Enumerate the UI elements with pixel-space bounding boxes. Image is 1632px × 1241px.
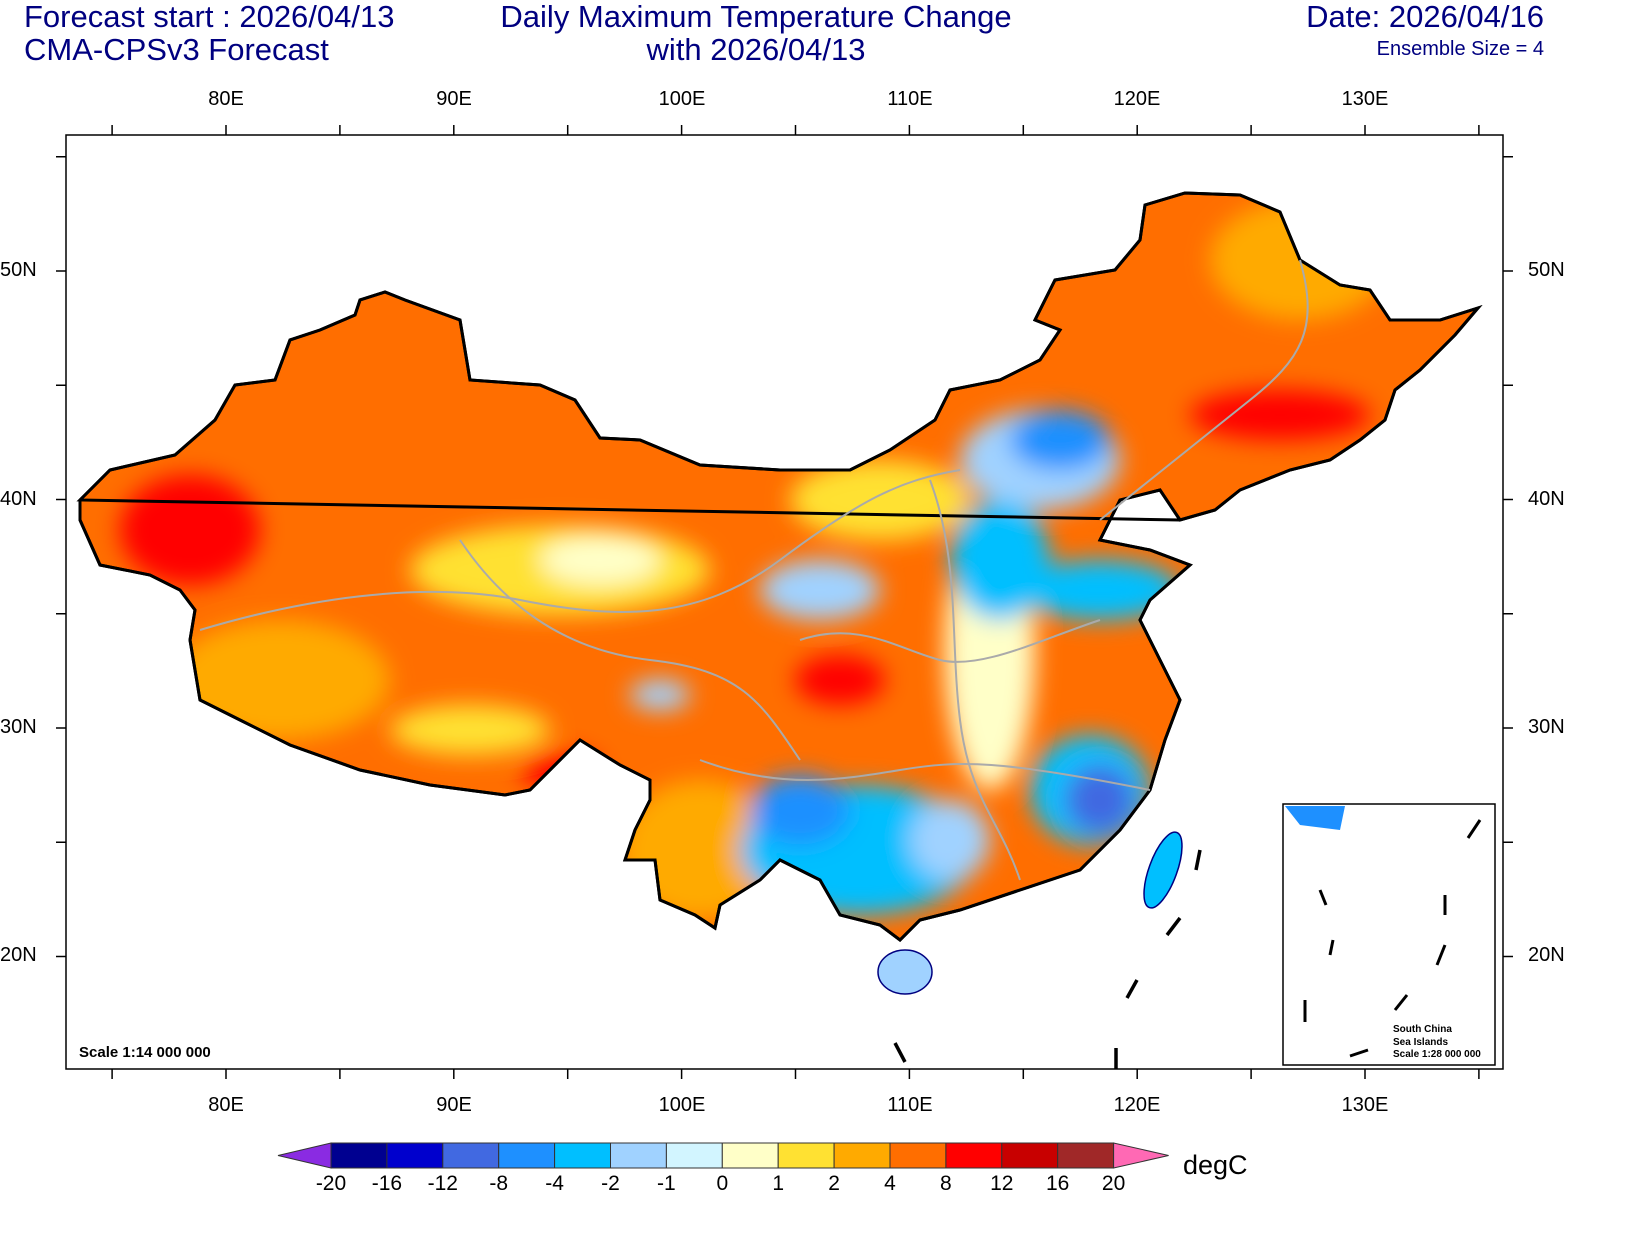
lon-label-bottom: 90E [436,1094,472,1116]
province-boundaries [199,259,1309,881]
lon-label-top: 120E [1113,88,1161,110]
colorbar-label: -8 [489,1172,509,1195]
lon-label-top: 80E [208,88,244,110]
map-scale-label: Scale 1:14 000 000 [79,1044,211,1061]
forecast-start-label: Forecast start : 2026/04/13 [24,0,395,34]
colorbar-label: 12 [990,1172,1014,1195]
model-label: CMA-CPSv3 Forecast [24,32,329,67]
nine-dash-line [893,849,1202,1069]
colorbar-swatch [442,1142,500,1169]
lon-label-bottom: 80E [208,1094,244,1116]
colorbar-over-triangle [1113,1142,1169,1169]
lat-label-left: 50N [0,259,37,281]
inset-title: South China [1393,1024,1452,1035]
colorbar-label: 0 [716,1172,729,1195]
colorbar-label: 4 [884,1172,896,1195]
lon-label-top: 130E [1341,88,1389,110]
ensemble-size-label: Ensemble Size = 4 [1376,38,1544,60]
colorbar-swatch [498,1142,556,1169]
lat-label-right: 40N [1528,488,1565,510]
colorbar-label: 1 [772,1172,785,1195]
lon-label-bottom: 100E [658,1094,706,1116]
inset-caption: South China Sea Islands Scale 1:28 000 0… [1393,1024,1481,1062]
colorbar-label: -1 [657,1172,676,1195]
colorbar-label: -2 [601,1172,620,1195]
lat-label-left: 40N [0,488,37,510]
colorbar-swatch [833,1142,891,1169]
colorbar-swatch [777,1142,835,1169]
colorbar-swatch [330,1142,388,1169]
map-subtitle: with 2026/04/13 [646,32,866,67]
lat-label-left: 30N [0,716,37,738]
map-title: Daily Maximum Temperature Change [500,0,1012,34]
lon-label-top: 110E [887,88,933,110]
colorbar-swatch [610,1142,667,1169]
colorbar-label: 2 [828,1172,840,1195]
colorbar-label: 8 [940,1172,952,1195]
lon-label-bottom: 110E [887,1094,933,1116]
lat-label-right: 30N [1528,716,1565,738]
colorbar-swatch [386,1142,444,1169]
lon-label-bottom: 120E [1113,1094,1161,1116]
lat-label-right: 20N [1528,944,1565,966]
taiwan-island [1143,831,1183,909]
hainan-island [877,949,933,995]
colorbar-swatch [721,1142,779,1169]
lon-label-top: 90E [436,88,472,110]
colorbar-swatch [889,1142,947,1169]
valid-date-label: Date: 2026/04/16 [1306,0,1544,34]
colorbar-label: -4 [545,1172,564,1195]
inset-title-2: Sea Islands [1393,1036,1449,1048]
colorbar-unit: degC [1183,1150,1248,1180]
colorbar [277,1142,1169,1169]
colorbar-label: 16 [1046,1172,1070,1195]
colorbar-swatch [554,1142,611,1169]
colorbar-label: -20 [315,1172,347,1195]
lon-label-bottom: 130E [1341,1094,1389,1116]
inset-scale-label: Scale 1:28 000 000 [1393,1049,1481,1060]
colorbar-label: 20 [1101,1172,1126,1195]
colorbar-swatch [665,1142,723,1169]
lat-label-left: 20N [0,944,37,966]
lat-label-right: 50N [1528,259,1565,281]
colorbar-label: -16 [371,1172,403,1195]
colorbar-swatch [1001,1142,1059,1169]
south-china-sea-inset [1282,803,1496,1066]
colorbar-under-triangle [277,1142,332,1169]
china-border-south [78,488,1193,942]
colorbar-swatch [945,1142,1003,1169]
colorbar-label: -12 [427,1172,458,1195]
colorbar-swatch [1057,1142,1115,1169]
lon-label-top: 100E [658,88,706,110]
